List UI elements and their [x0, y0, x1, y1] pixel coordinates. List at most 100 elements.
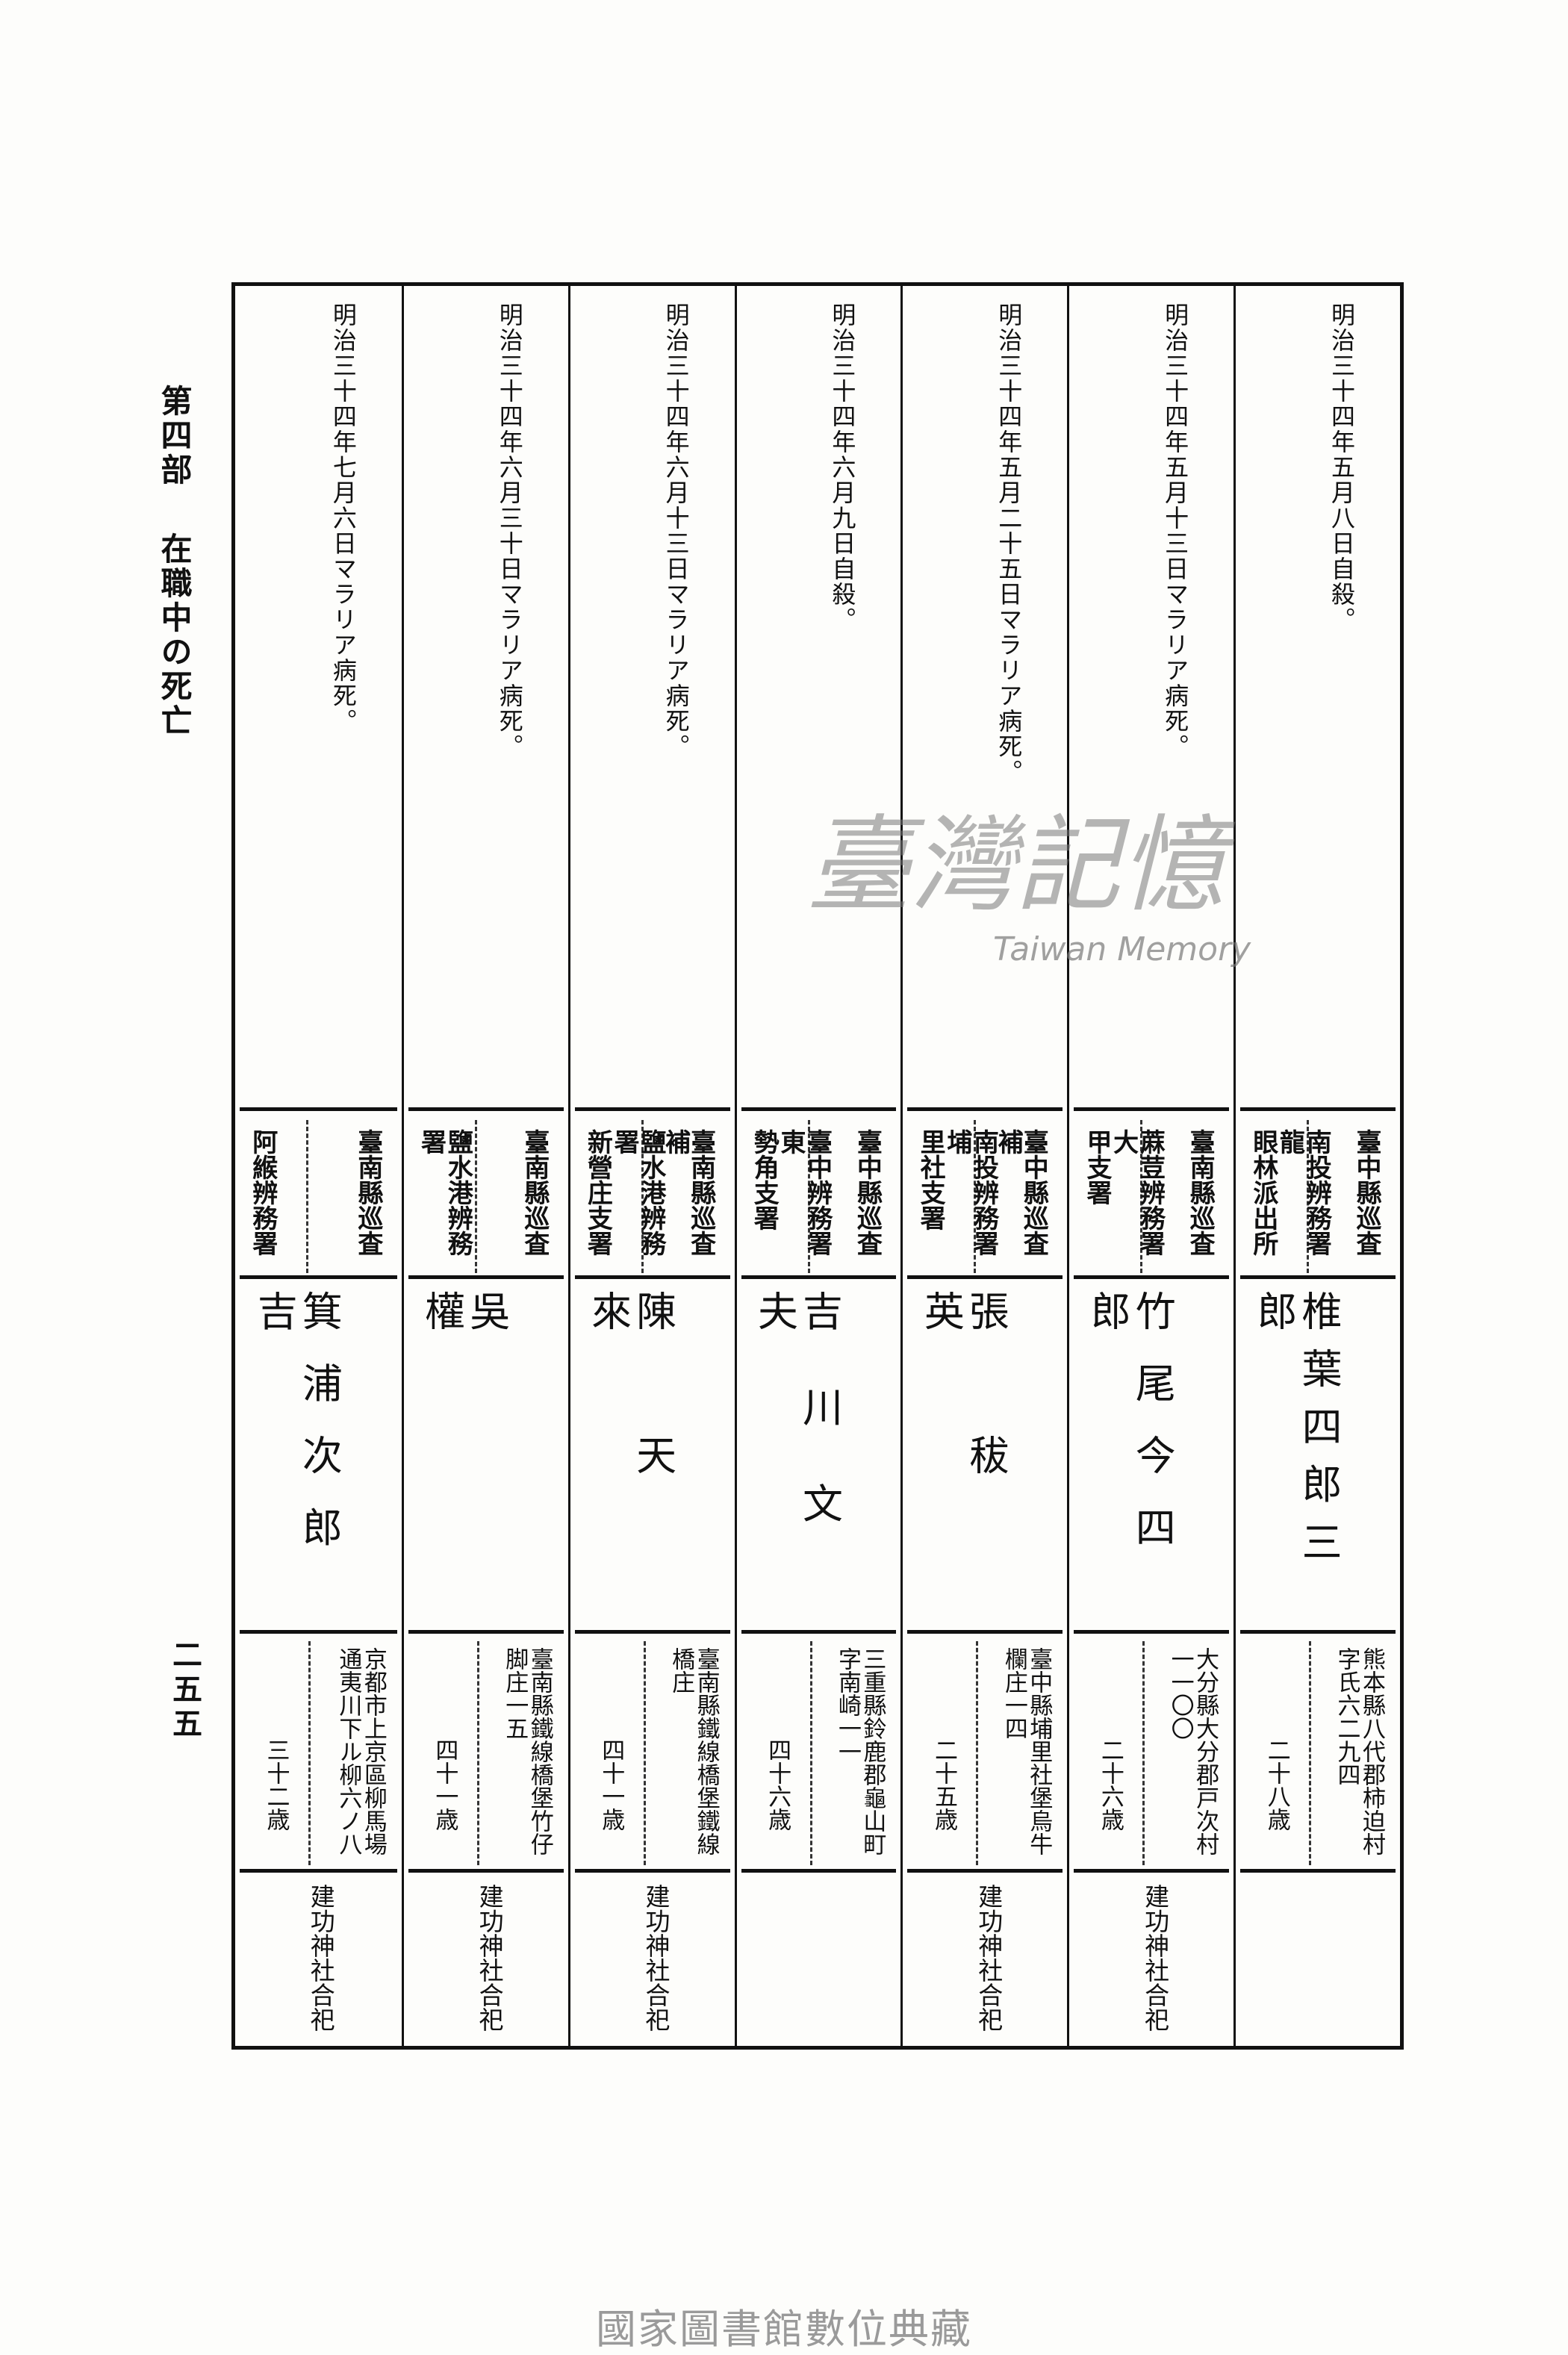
address: 大分縣大分郡戸次村 一一〇〇	[892, 1647, 1219, 1855]
enshrinement-note: 建功神社合祀	[974, 1884, 1004, 2032]
age: 四十一歳	[431, 1738, 458, 1831]
divider	[408, 1107, 564, 1111]
address-line: 脚庄一五	[501, 1647, 529, 1740]
address-line: 三重縣鈴鹿郡龜山町	[859, 1647, 886, 1855]
address: 京都市上京區柳馬場 通夷川下ル柳六ノ八	[0, 1647, 387, 1855]
office-line: 里社支署	[915, 1129, 946, 1231]
divider	[574, 1630, 730, 1634]
divider	[907, 1275, 1063, 1279]
address: 臺中縣埔里社堡烏牛 欄庄一四	[726, 1647, 1053, 1855]
rank: 臺南縣巡査	[519, 1129, 550, 1256]
dashed-divider	[474, 1120, 477, 1273]
dashed-divider	[976, 1641, 979, 1865]
person-name: 椎葉四郎三郎	[1250, 1290, 1343, 1578]
office-line: 蔴荳辨務署大	[1108, 1129, 1166, 1256]
office-cell: 臺南縣巡査 阿緱辨務署	[235, 1120, 402, 1273]
divider	[741, 1869, 897, 1873]
person-name: 箕浦次郎吉	[250, 1290, 343, 1578]
divider	[240, 1275, 397, 1279]
address: 三重縣鈴鹿郡龜山町 字南崎一一	[535, 1647, 886, 1855]
office-cell: 臺南縣巡査 鹽水港辨務署	[404, 1120, 568, 1273]
office-cell: 臺南縣巡査 蔴荳辨務署大 甲支署	[1069, 1120, 1233, 1273]
divider	[574, 1107, 730, 1111]
rank: 臺南縣巡査	[352, 1129, 383, 1256]
age: 四十六歳	[764, 1738, 791, 1831]
page-number: 二五五	[167, 1639, 202, 1742]
date-cause: 明治三十四年六月九日自殺。	[828, 302, 857, 632]
record-column: 明治三十四年六月九日自殺。 臺中縣巡査 臺中辨務署東 勢角支署 吉川文夫 三重縣鈴…	[734, 286, 901, 2046]
address-cell: 大分縣大分郡戸次村 一一〇〇 二十六歳	[1069, 1641, 1233, 1865]
enshrinement-note: 建功神社合祀	[306, 1884, 336, 2032]
office-line: 臺中辨務署東	[775, 1129, 833, 1256]
address-line: 一一〇〇	[1166, 1647, 1194, 1740]
age: 二十六歳	[1096, 1738, 1124, 1831]
divider	[1074, 1107, 1230, 1111]
office: 南投辨務署龍 眼林派出所	[1248, 1129, 1332, 1271]
office: 蔴荳辨務署大 甲支署	[1082, 1129, 1166, 1271]
address-line: 欄庄一四	[1000, 1647, 1027, 1740]
divider	[741, 1630, 897, 1634]
dashed-divider	[974, 1120, 977, 1273]
office-line: 南投辨務署龍	[1275, 1129, 1332, 1256]
address-cell: 臺南縣鐵線橋堡竹仔 脚庄一五 四十一歳	[404, 1641, 568, 1865]
dashed-divider	[308, 1641, 311, 1865]
divider	[907, 1107, 1063, 1111]
office: 阿緱辨務署	[247, 1129, 278, 1271]
record-column: 明治三十四年六月十三日マラリア病死。 臺南縣巡査補 鹽水港辨務署 新營庄支署 陳天…	[567, 286, 735, 2046]
address-line: 京都市上京區柳馬場	[359, 1647, 387, 1855]
dashed-divider	[1142, 1641, 1145, 1865]
divider	[1074, 1630, 1230, 1634]
rank: 臺中縣巡査	[852, 1129, 883, 1256]
watermark-subtext: Taiwan Memory	[993, 930, 1251, 968]
rank: 臺南縣巡査補	[660, 1129, 716, 1256]
person-name: 吉川文夫	[750, 1290, 843, 1578]
office-cell: 臺南縣巡査補 鹽水港辨務署 新營庄支署	[570, 1120, 735, 1273]
divider	[1240, 1869, 1396, 1873]
age: 二十八歳	[1263, 1738, 1290, 1831]
rank: 臺中縣巡査	[1351, 1129, 1381, 1256]
address-cell: 京都市上京區柳馬場 通夷川下ル柳六ノ八 三十二歳	[235, 1641, 402, 1865]
dashed-divider	[306, 1120, 308, 1273]
address: 熊本縣八代郡柿迫村 字氏六二九四	[1009, 1647, 1385, 1855]
address: 臺南縣鐵線橋堡竹仔 脚庄一五	[227, 1647, 553, 1855]
running-header: 第四部在職中の死亡	[156, 385, 193, 738]
rank: 臺南縣巡査	[1185, 1129, 1216, 1256]
part-title: 第四部	[156, 385, 193, 488]
date-cause: 明治三十四年六月三十日マラリア病死。	[495, 302, 524, 759]
office-line: 新營庄支署	[582, 1129, 613, 1256]
person-name: 張秡英	[917, 1290, 1009, 1578]
divider	[1074, 1869, 1230, 1873]
divider	[1074, 1275, 1230, 1279]
date-cause: 明治三十四年七月六日マラリア病死。	[329, 302, 358, 734]
dashed-divider	[807, 1120, 810, 1273]
address-line: 字南崎一一	[833, 1647, 861, 1763]
record-column: 明治三十四年七月六日マラリア病死。 臺南縣巡査 阿緱辨務署 箕浦次郎吉 京都市上…	[235, 286, 402, 2046]
date-cause: 明治三十四年六月十三日マラリア病死。	[662, 302, 691, 759]
divider	[574, 1869, 730, 1873]
divider	[1240, 1630, 1396, 1634]
dashed-divider	[476, 1641, 479, 1865]
address-line: 臺中縣埔里社堡烏牛	[1025, 1647, 1053, 1855]
address-line: 通夷川下ル柳六ノ八	[335, 1647, 362, 1855]
address-line: 大分縣大分郡戸次村	[1192, 1647, 1219, 1855]
office-line: 南投辨務署埔	[942, 1129, 999, 1256]
office-line: 勢角支署	[749, 1129, 780, 1231]
age: 三十二歳	[262, 1738, 290, 1831]
office: 鹽水港辨務署 新營庄支署	[582, 1129, 665, 1271]
enshrinement-note: 建功神社合祀	[1140, 1884, 1170, 2032]
person-name: 陳天來	[584, 1290, 676, 1578]
address: 臺南縣鐵線橋堡鐵線 橋庄	[443, 1647, 719, 1855]
office-line: 阿緱辨務署	[247, 1129, 278, 1256]
divider	[408, 1869, 564, 1873]
dashed-divider	[809, 1641, 812, 1865]
date-cause: 明治三十四年五月二十五日マラリア病死。	[995, 302, 1024, 785]
divider	[907, 1630, 1063, 1634]
record-column: 明治三十四年五月八日自殺。 臺中縣巡査 南投辨務署龍 眼林派出所 椎葉四郎三郎 熊…	[1233, 286, 1400, 2046]
office-line: 鹽水港辨務署	[416, 1129, 473, 1256]
record-column: 明治三十四年五月十三日マラリア病死。 臺南縣巡査 蔴荳辨務署大 甲支署 竹尾今四郎…	[1067, 286, 1233, 2046]
record-column: 明治三十四年五月二十五日マラリア病死。 臺中縣巡査補 南投辨務署埔 里社支署 張秡…	[900, 286, 1067, 2046]
records-table: 明治三十四年五月八日自殺。 臺中縣巡査 南投辨務署龍 眼林派出所 椎葉四郎三郎 熊…	[231, 282, 1404, 2050]
age: 四十一歳	[597, 1738, 625, 1831]
office-cell: 臺中縣巡査 臺中辨務署東 勢角支署	[737, 1120, 901, 1273]
address-cell: 臺中縣埔里社堡烏牛 欄庄一四 二十五歳	[903, 1641, 1067, 1865]
